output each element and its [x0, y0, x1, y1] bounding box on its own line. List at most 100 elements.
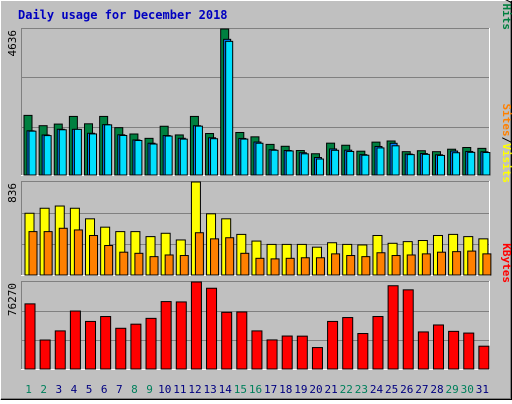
chart-title: Daily usage for December 2018 — [18, 8, 228, 22]
kbytes-bar — [266, 339, 278, 370]
pages-bar — [421, 153, 430, 176]
kbytes-bar — [311, 347, 323, 370]
y-max-label: 76270 — [6, 283, 19, 316]
sites-bar — [119, 251, 129, 276]
kbytes-bar — [85, 320, 97, 370]
kbytes-bar — [190, 281, 202, 370]
kbytes-bar — [478, 345, 490, 370]
sites-bar — [28, 231, 38, 276]
sites-bar — [452, 251, 462, 276]
pages-bar — [149, 143, 158, 176]
day-label: 12 — [188, 383, 201, 396]
sites-bar — [285, 257, 295, 276]
day-label: 6 — [101, 383, 108, 396]
legend-item-sites: Sites — [500, 104, 512, 137]
kbytes-bar — [54, 330, 66, 370]
pages-bar — [58, 129, 67, 176]
pages-bar — [43, 135, 52, 176]
sites-bar — [179, 255, 189, 276]
sites-bar — [89, 235, 99, 276]
pages-bar — [179, 138, 188, 176]
legend-hits-files-pages: Pages/Files/Hits — [500, 0, 512, 30]
kbytes-bar — [296, 335, 308, 370]
pages-bar — [331, 149, 340, 176]
pages-bar — [285, 150, 294, 176]
kbytes-bar — [236, 311, 248, 370]
sites-bar — [104, 245, 114, 276]
legend-separator: / — [500, 0, 512, 4]
day-label: 13 — [203, 383, 216, 396]
pages-bar — [210, 138, 219, 176]
pages-bar — [134, 140, 143, 176]
legend-kbytes: KBytes — [500, 243, 512, 283]
kbytes-bar — [327, 320, 339, 370]
day-label: 20 — [309, 383, 322, 396]
day-label: 5 — [86, 383, 93, 396]
day-label: 9 — [146, 383, 153, 396]
pages-bar — [104, 124, 113, 176]
sites-bar — [482, 253, 492, 276]
kbytes-bar — [357, 333, 369, 370]
sites-bar — [270, 258, 280, 276]
sites-bar — [331, 253, 341, 276]
day-label: 23 — [355, 383, 368, 396]
day-label: 7 — [116, 383, 123, 396]
sites-bar — [376, 252, 386, 276]
y-max-label: 4636 — [6, 30, 19, 57]
pages-bar — [270, 149, 279, 176]
kbytes-bar — [387, 285, 399, 370]
kbytes-bar — [160, 301, 172, 370]
sites-bar — [149, 256, 159, 276]
kbytes-bar — [448, 330, 460, 370]
day-label: 27 — [415, 383, 428, 396]
sites-bar — [210, 238, 220, 276]
pages-bar — [376, 147, 385, 176]
day-label: 11 — [173, 383, 186, 396]
sites-bar — [361, 256, 371, 276]
sites-bar — [225, 237, 235, 276]
sites-bar — [164, 254, 174, 276]
pages-bar — [164, 135, 173, 176]
pages-bar — [73, 128, 82, 176]
kbytes-bar — [69, 310, 81, 370]
legend-visits-sites: Sites/Visits — [500, 104, 512, 184]
pages-bar — [467, 151, 476, 176]
day-label: 29 — [446, 383, 459, 396]
sites-bar — [300, 257, 310, 276]
kbytes-bar — [251, 330, 263, 370]
day-label: 28 — [430, 383, 443, 396]
day-label: 17 — [264, 383, 277, 396]
day-label: 14 — [219, 383, 233, 396]
pages-bar — [406, 154, 415, 176]
day-label: 25 — [385, 383, 398, 396]
pages-bar — [194, 125, 203, 176]
pages-bar — [300, 153, 309, 176]
sites-bar — [406, 254, 416, 276]
day-label: 4 — [71, 383, 78, 396]
kbytes-bar — [417, 331, 429, 370]
day-label: 3 — [56, 383, 63, 396]
kbytes-bar — [432, 324, 444, 370]
sites-bar — [194, 232, 204, 276]
kbytes-bar — [130, 323, 142, 370]
sites-bar — [421, 253, 431, 276]
kbytes-bar — [342, 317, 354, 370]
pages-bar — [482, 152, 491, 176]
pages-bar — [391, 145, 400, 176]
pages-bar — [28, 130, 37, 176]
sites-bar — [43, 231, 53, 276]
sites-bar — [73, 229, 83, 276]
pages-bar — [452, 152, 461, 176]
kbytes-bar — [39, 339, 51, 370]
day-label: 30 — [461, 383, 474, 396]
pages-bar — [361, 154, 370, 176]
sites-bar — [240, 252, 250, 276]
sites-bar — [391, 255, 401, 276]
kbytes-bar — [115, 327, 127, 370]
kbytes-bar — [175, 301, 187, 370]
sites-bar — [467, 250, 477, 276]
sites-bar — [58, 227, 68, 276]
pages-bar — [89, 133, 98, 176]
pages-bar — [315, 158, 324, 176]
